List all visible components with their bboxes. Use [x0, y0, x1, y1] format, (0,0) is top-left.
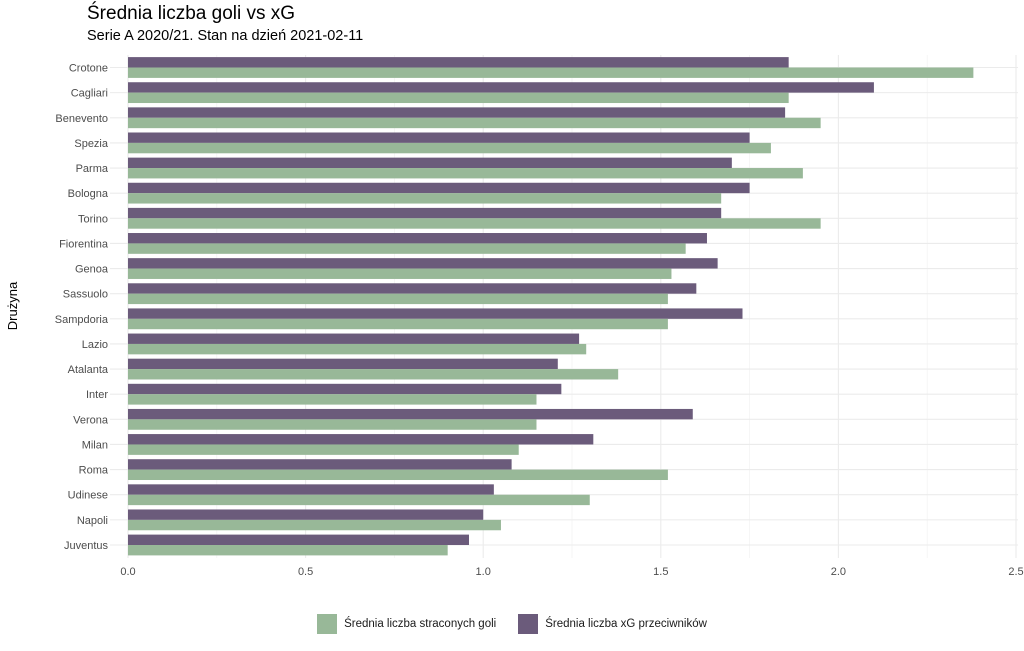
bar-goals [128, 519, 501, 531]
y-tick-label: Verona [73, 414, 109, 426]
y-tick-label: Milan [82, 439, 108, 451]
bar-goals [128, 268, 672, 279]
bar-goals [128, 318, 668, 330]
bar-goals [128, 494, 590, 506]
bar-goals [128, 293, 668, 305]
bar-xg [128, 182, 750, 194]
bar-goals [128, 394, 537, 405]
bar-goals [128, 193, 722, 204]
bar-xg [128, 358, 558, 370]
bar-xg [128, 534, 469, 545]
legend-item-goals: Średnia liczba straconych goli [317, 614, 496, 634]
legend-swatch-goals [317, 614, 338, 634]
bars [128, 57, 974, 556]
y-tick-label: Sampdoria [55, 314, 109, 326]
bar-xg [128, 82, 874, 93]
bar-goals [128, 92, 789, 104]
x-tick-labels: 0.0 0.5 1.0 1.5 2.0 2.5 [120, 566, 1023, 578]
y-tick-label: Fiorentina [59, 238, 109, 250]
bar-xg [128, 57, 789, 68]
bar-xg [128, 383, 562, 395]
y-tick-label: Inter [86, 389, 108, 401]
y-tick-label: Sassuolo [63, 289, 108, 301]
bar-goals [128, 369, 619, 380]
bar-goals [128, 168, 803, 179]
bar-xg [128, 283, 697, 294]
bar-goals [128, 243, 686, 254]
y-tick-label: Parma [76, 163, 109, 175]
bar-xg [128, 434, 594, 445]
bar-goals [128, 67, 974, 78]
y-tick-label: Crotone [69, 63, 108, 75]
bar-goals [128, 545, 448, 556]
bar-xg [128, 132, 750, 143]
bar-goals [128, 142, 771, 154]
chart-title: Średnia liczba goli vs xG [87, 3, 296, 24]
y-tick-label: Genoa [75, 264, 109, 276]
bar-xg [128, 107, 786, 118]
y-tick-label: Juventus [64, 540, 109, 552]
y-tick-labels: Crotone Cagliari Benevento Spezia Parma Bolog… [55, 63, 109, 553]
x-tick-label: 1.5 [653, 566, 668, 578]
legend-item-xg: Średnia liczba xG przeciwników [518, 614, 707, 634]
minor-gridlines [216, 55, 928, 558]
y-tick-label: Torino [78, 213, 108, 225]
y-tick-label: Lazio [82, 339, 108, 351]
y-tick-label: Spezia [74, 138, 109, 150]
legend-swatch-xg [518, 614, 539, 634]
y-axis-label: Drużyna [5, 281, 20, 330]
y-tick-label: Benevento [55, 113, 108, 125]
chart-subtitle: Serie A 2020/21. Stan na dzień 2021-02-1… [87, 28, 364, 44]
bar-xg [128, 258, 718, 269]
x-tick-label: 1.0 [476, 566, 491, 578]
bar-xg [128, 408, 693, 420]
x-tick-label: 2.0 [831, 566, 846, 578]
bar-goals [128, 117, 821, 129]
legend: Średnia liczba straconych goli Średnia l… [0, 614, 1024, 634]
bar-goals [128, 343, 587, 355]
y-tick-label: Napoli [77, 515, 108, 527]
y-tick-label: Bologna [68, 188, 109, 200]
y-tick-label: Cagliari [71, 88, 108, 100]
x-tick-label: 0.5 [298, 566, 313, 578]
bar-xg [128, 207, 722, 219]
y-tick-label: Udinese [68, 490, 108, 502]
y-tick-label: Roma [79, 465, 109, 477]
bar-goals [128, 419, 537, 430]
bar-xg [128, 157, 732, 169]
legend-label-xg: Średnia liczba xG przeciwników [545, 618, 707, 630]
bar-chart: Crotone Cagliari Benevento Spezia Parma Bolog… [5, 55, 1024, 578]
bar-xg [128, 459, 512, 470]
legend-label-goals: Średnia liczba straconych goli [344, 618, 497, 630]
x-tick-label: 0.0 [120, 566, 135, 578]
bar-xg [128, 333, 580, 344]
bar-goals [128, 444, 519, 455]
bar-xg [128, 484, 494, 495]
bar-goals [128, 218, 821, 229]
major-gridlines [110, 55, 1018, 558]
bar-xg [128, 308, 743, 319]
bar-xg [128, 509, 484, 520]
x-tick-label: 2.5 [1008, 566, 1023, 578]
y-tick-label: Atalanta [68, 364, 109, 376]
bar-xg [128, 233, 707, 244]
bar-goals [128, 469, 668, 481]
